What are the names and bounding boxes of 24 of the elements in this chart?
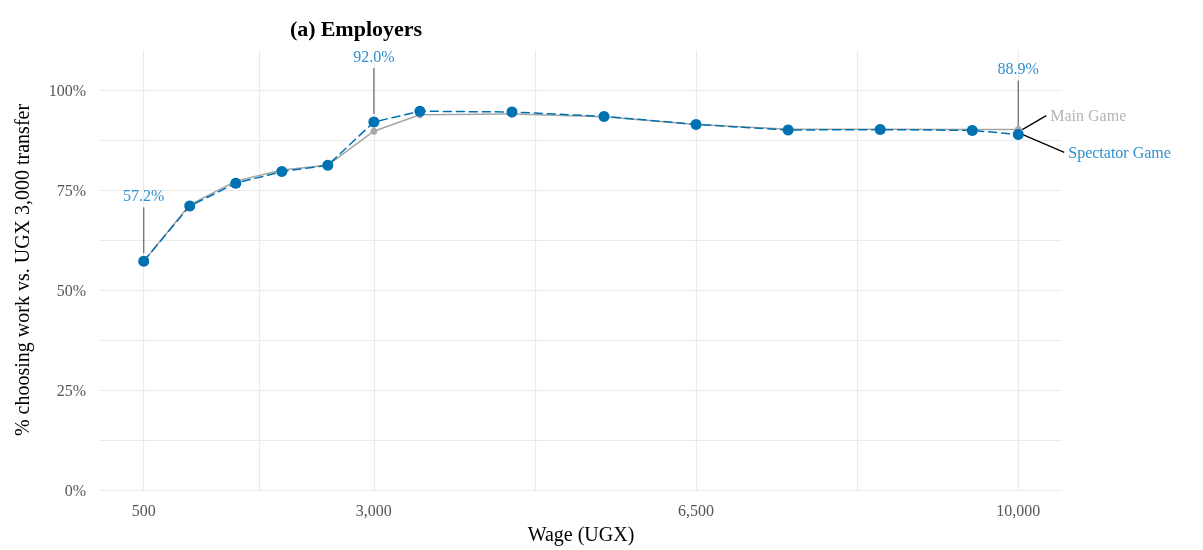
point xyxy=(370,127,378,135)
y-tick-label: 25% xyxy=(56,381,86,399)
y-tick-label: 100% xyxy=(48,81,86,99)
point xyxy=(368,116,380,128)
y-tick-label: 0% xyxy=(64,481,86,499)
annotation: 57.2% xyxy=(123,186,165,204)
point xyxy=(230,177,242,189)
text: Spectator Game xyxy=(1068,143,1171,162)
x-tick-label: 3,000 xyxy=(355,501,392,519)
x-tick-label: 500 xyxy=(131,501,156,519)
chart-title: (a) Employers xyxy=(290,15,423,41)
point xyxy=(506,106,518,118)
y-tick-label: 75% xyxy=(56,181,86,199)
point xyxy=(1012,128,1024,140)
x-axis-title: Wage (UGX) xyxy=(527,523,635,546)
series-label: Main Game xyxy=(1050,107,1127,125)
y-tick-label: 50% xyxy=(56,281,86,299)
point xyxy=(276,166,288,178)
x-tick-label: 10,000 xyxy=(996,501,1041,519)
annotation: 88.9% xyxy=(997,59,1039,77)
y-axis-title: % choosing work vs. UGX 3,000 transfer xyxy=(11,103,34,437)
x-tick-label: 6,500 xyxy=(678,501,715,519)
point xyxy=(414,105,426,117)
annotation: 92.0% xyxy=(353,47,395,65)
